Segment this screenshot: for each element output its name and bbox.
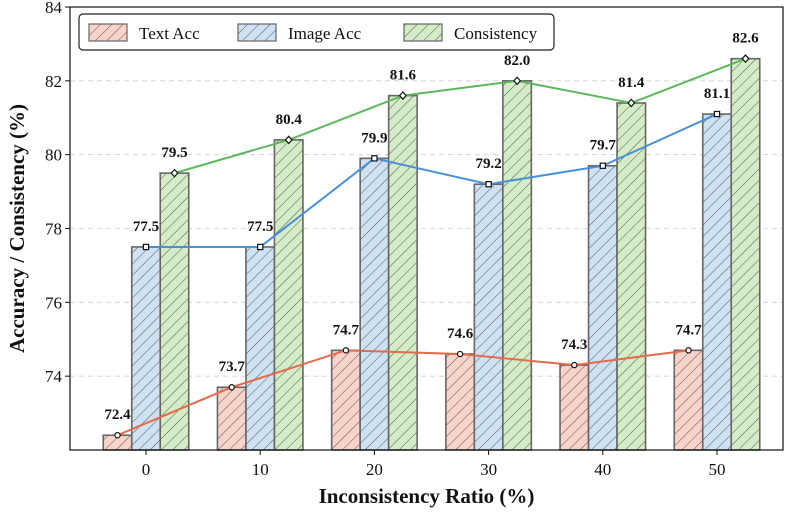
marker-point	[513, 76, 522, 86]
x-axis-title: Inconsistency Ratio (%)	[319, 484, 535, 508]
data-label: 79.5	[161, 145, 187, 161]
bar-consistency	[159, 172, 190, 451]
data-label: 77.5	[247, 219, 273, 235]
data-label: 74.3	[561, 337, 587, 353]
bar-text-acc	[673, 349, 704, 451]
data-label: 74.6	[447, 326, 474, 342]
bar-image-acc	[359, 157, 390, 451]
series-line-consistency	[174, 57, 746, 175]
marker-point	[599, 162, 607, 169]
bar-consistency	[387, 94, 418, 451]
data-label: 81.4	[618, 75, 645, 91]
bar-image-acc	[701, 113, 733, 451]
marker-point	[142, 243, 150, 251]
legend: Text Acc Image Acc Consistency	[78, 13, 555, 51]
legend-label: Text Acc	[139, 24, 200, 43]
y-tick-label: 78	[45, 220, 62, 239]
legend-label: Image Acc	[288, 24, 362, 43]
marker-point	[485, 181, 492, 188]
marker-point	[170, 168, 179, 178]
y-tick-label: 74	[45, 367, 63, 386]
bar-text-acc	[559, 364, 590, 451]
legend-swatch	[88, 23, 128, 42]
bar-image-acc	[587, 164, 618, 451]
data-labels: 72.4 73.7 74.7 74.6 74.3 74.7 77.5 77.5 79.9 79.2…	[104, 31, 759, 424]
marker-point	[257, 243, 264, 251]
marker-point	[398, 91, 407, 101]
marker-point	[571, 361, 578, 369]
marker-point	[228, 384, 235, 391]
marker-point	[114, 432, 121, 439]
x-tick-label: 30	[480, 460, 497, 479]
x-tick-label: 50	[709, 460, 726, 479]
bar-consistency	[616, 102, 647, 451]
legend-swatch	[237, 23, 277, 42]
y-tick-label: 80	[45, 146, 62, 165]
marker-point	[284, 135, 293, 145]
marker-point	[627, 98, 636, 108]
marker-point	[741, 54, 750, 64]
data-label: 79.7	[590, 138, 617, 154]
data-label: 74.7	[675, 322, 702, 338]
plot-frame	[69, 6, 784, 451]
data-label: 77.5	[133, 219, 159, 235]
y-tick-label: 84	[45, 0, 63, 17]
bar-consistency	[273, 139, 304, 451]
series-markers	[114, 54, 750, 439]
data-label: 79.9	[361, 130, 387, 146]
x-tick-label: 20	[366, 460, 383, 479]
bars	[102, 57, 761, 451]
marker-point	[685, 347, 692, 354]
bar-image-acc	[130, 246, 162, 451]
marker-point	[342, 347, 350, 354]
series-line-text-acc	[117, 349, 689, 437]
y-tick-label: 76	[45, 293, 62, 312]
data-label: 82.6	[732, 31, 759, 47]
data-label: 72.4	[104, 407, 131, 423]
bar-text-acc	[330, 349, 361, 451]
axes: 74 76 78 80 82 84 0 10 20 30 40 50	[45, 0, 784, 479]
y-axis-title: Accuracy / Consistency (%)	[5, 104, 29, 353]
data-label: 73.7	[219, 359, 246, 375]
x-tick-label: 40	[594, 460, 611, 479]
bar-image-acc	[245, 246, 276, 451]
data-label: 81.1	[704, 86, 730, 102]
bar-consistency	[502, 80, 533, 451]
bar-text-acc	[445, 353, 476, 451]
legend-swatch	[403, 23, 443, 42]
bar-consistency	[730, 57, 761, 451]
data-label: 79.2	[475, 156, 501, 172]
x-tick-label: 0	[142, 460, 151, 479]
marker-point	[371, 155, 378, 162]
bar-image-acc	[473, 183, 504, 451]
y-tick-label: 82	[45, 72, 62, 91]
marker-point	[456, 350, 464, 358]
bar-text-acc	[216, 386, 247, 451]
marker-point	[713, 110, 721, 118]
x-tick-label: 10	[252, 460, 269, 479]
data-label: 74.7	[333, 322, 360, 338]
series-line-image-acc	[146, 113, 718, 248]
data-label: 82.0	[504, 53, 530, 69]
data-label: 81.6	[390, 68, 417, 84]
series-lines	[117, 57, 746, 437]
legend-label: Consistency	[454, 24, 538, 43]
data-label: 80.4	[276, 112, 303, 128]
